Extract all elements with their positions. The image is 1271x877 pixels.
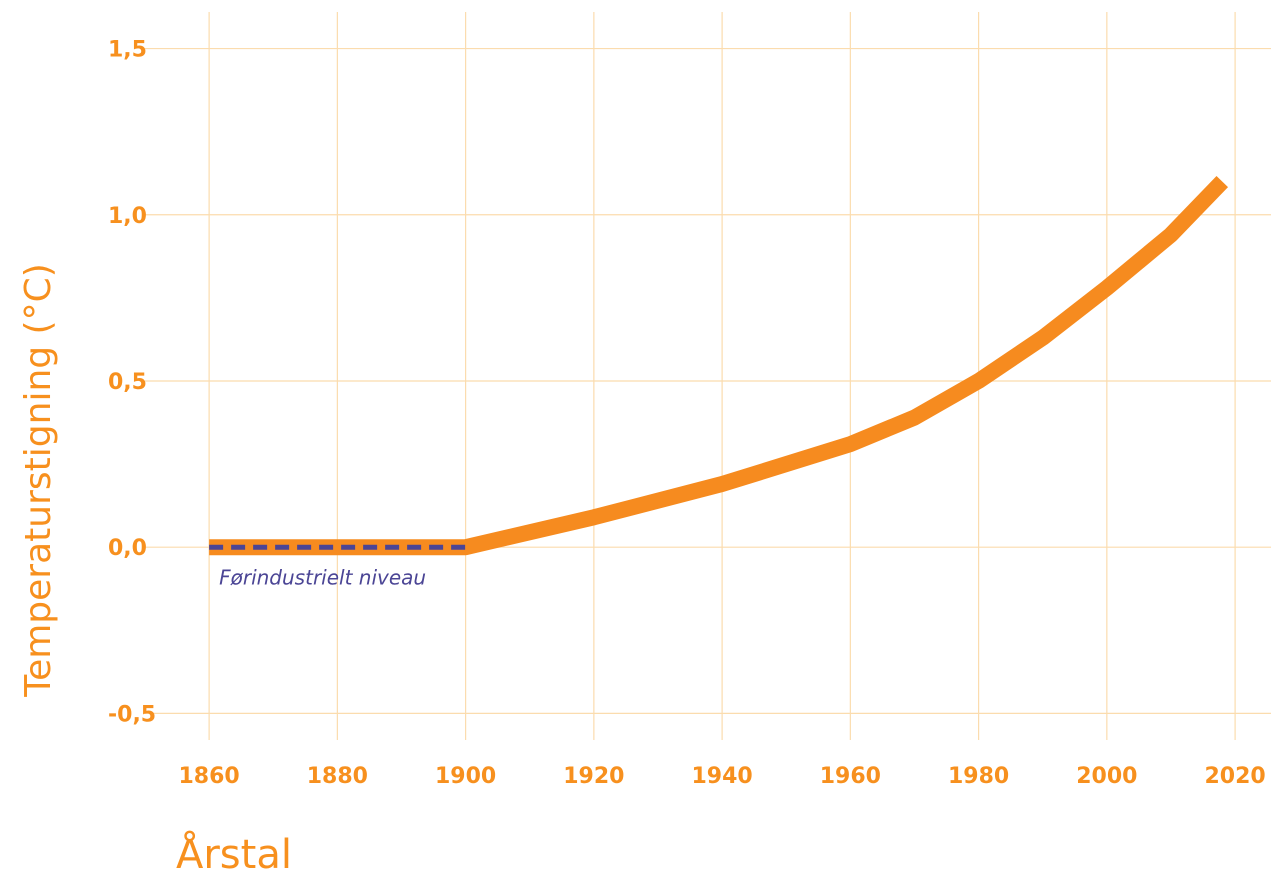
x-tick-label: 2000 [1076, 764, 1137, 789]
data-line [209, 175, 1229, 556]
y-tick-label: 0,0 [108, 536, 147, 561]
x-tick-label: 1860 [179, 764, 240, 789]
y-tick-label: 1,0 [108, 204, 147, 229]
x-tick-label: 1900 [435, 764, 496, 789]
y-tick-label: 0,5 [108, 370, 147, 395]
x-tick-label: 1920 [563, 764, 624, 789]
y-tick-label: 1,5 [108, 38, 147, 63]
x-tick-label: 1960 [820, 764, 881, 789]
x-tick-label: 1880 [307, 764, 368, 789]
annotation: Førindustrielt niveau [219, 566, 426, 590]
y-axis-label: Temperaturstigning (°C) [18, 263, 59, 698]
x-tick-label: 1940 [691, 764, 752, 789]
x-tick-label: 1980 [948, 764, 1009, 789]
x-axis-label: Årstal [176, 830, 292, 877]
x-tick-label: 2020 [1204, 764, 1265, 789]
y-tick-label: -0,5 [108, 702, 156, 727]
